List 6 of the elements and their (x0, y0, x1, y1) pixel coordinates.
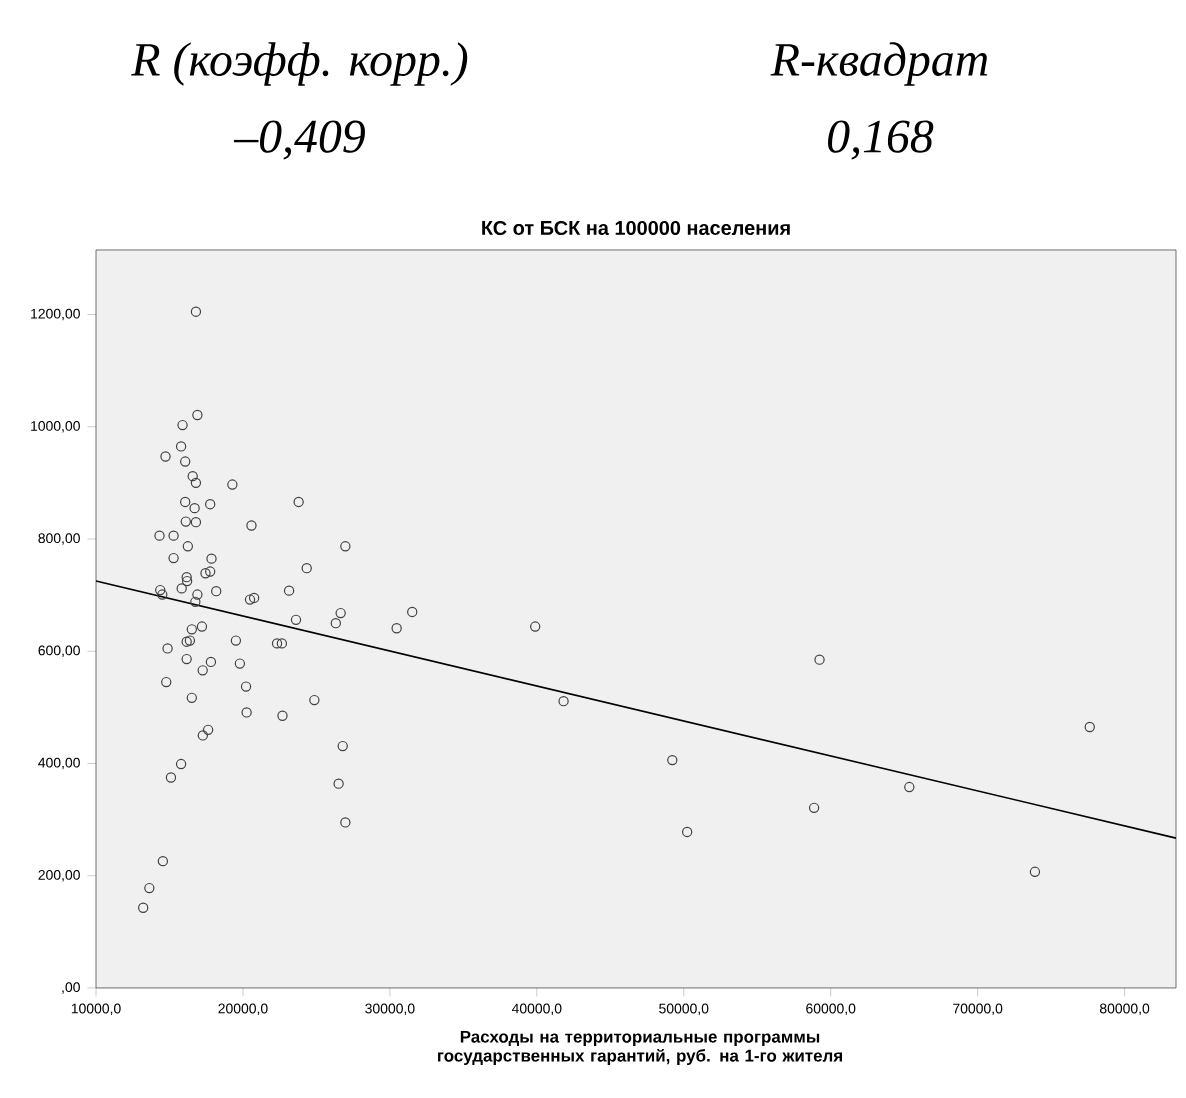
x-axis-title: Расходы на территориальные программы государственных гарантий, руб. на 1-го жителя (438, 1030, 842, 1065)
text: 0,168 (828, 120, 934, 160)
chart-title: КС от БСК на 100000 населения (482, 220, 790, 236)
text: R-квадрат (770, 42, 988, 86)
text: R (коэфф. корр.) (131, 42, 468, 86)
text: –0,409 (233, 120, 365, 160)
